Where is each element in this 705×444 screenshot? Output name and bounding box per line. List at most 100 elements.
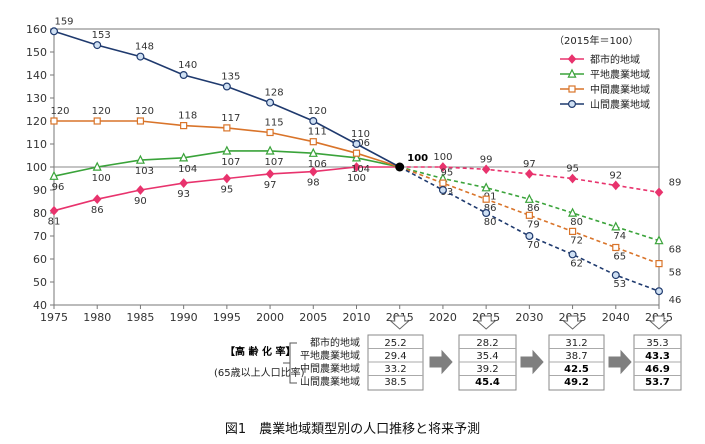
- data-label: 65: [613, 252, 626, 263]
- aging-value: 38.7: [565, 351, 587, 362]
- data-label: 99: [480, 154, 493, 165]
- right-arrow-icon: [608, 349, 632, 375]
- data-label: 100: [347, 173, 366, 184]
- data-point: [309, 116, 318, 125]
- data-point: [93, 41, 102, 50]
- data-point: [654, 287, 663, 296]
- down-arrow-icon: [648, 315, 670, 330]
- data-label: 92: [609, 170, 622, 181]
- series-0: 81 86 90 93 95 97 98 100 100 99 97 95 92 89: [48, 152, 682, 228]
- data-point: [50, 117, 58, 125]
- aging-subtitle: (65歳以上人口比率): [214, 366, 305, 379]
- data-label: 74: [613, 231, 626, 242]
- data-point: [482, 209, 491, 218]
- y-tick-label: 100: [26, 161, 47, 174]
- right-arrow-icon: [520, 349, 544, 375]
- data-point: [309, 166, 318, 177]
- data-point: [179, 178, 188, 188]
- x-tick-label: 2030: [515, 311, 543, 324]
- data-point: [135, 154, 145, 164]
- data-point: [439, 179, 447, 187]
- data-label: 90: [134, 196, 147, 207]
- data-label: 46: [669, 295, 682, 306]
- down-arrow-icon: [389, 315, 411, 330]
- data-label: 86: [484, 203, 497, 214]
- data-label: 62: [570, 258, 583, 269]
- data-label: 80: [570, 217, 583, 228]
- data-point: [655, 260, 663, 268]
- y-tick-label: 110: [26, 138, 47, 151]
- data-point: [524, 193, 534, 203]
- data-label: 53: [613, 279, 626, 290]
- aging-row-label: 都市的地域: [310, 336, 360, 349]
- data-label: 97: [264, 180, 277, 191]
- right-arrow-icon: [429, 349, 453, 375]
- data-label: 100: [92, 173, 111, 184]
- x-tick-label: 2005: [299, 311, 327, 324]
- legend-label: 都市的地域: [590, 53, 640, 66]
- data-label: 68: [669, 245, 682, 256]
- data-point: [308, 147, 318, 157]
- aging-value: 39.2: [476, 364, 498, 375]
- aging-value: 42.5: [564, 364, 589, 375]
- aging-table: 【高 齢 化 率】 (65歳以上人口比率) 都市的地域平地農業地域中間農業地域山間農…: [214, 315, 682, 391]
- data-label: 93: [441, 187, 454, 198]
- data-point: [568, 227, 577, 235]
- data-label: 93: [177, 189, 190, 200]
- data-point: [266, 98, 275, 107]
- legend-label: 平地農業地域: [590, 68, 650, 81]
- data-label: 95: [220, 185, 233, 196]
- y-tick-label: 90: [33, 184, 47, 197]
- aging-value: 33.2: [384, 364, 406, 375]
- data-point: [482, 195, 490, 203]
- data-point: [179, 70, 188, 79]
- aging-row-label: 平地農業地域: [300, 349, 360, 362]
- data-label: 148: [135, 42, 154, 53]
- data-point: [266, 128, 274, 137]
- data-point: [654, 235, 664, 245]
- data-point: [438, 162, 448, 172]
- data-label: 120: [92, 106, 111, 117]
- data-point: [352, 162, 361, 172]
- aging-value: 35.4: [476, 351, 498, 362]
- aging-row-label: 山間農業地域: [300, 375, 360, 388]
- data-point: [49, 170, 59, 180]
- data-label: 89: [669, 177, 682, 188]
- aging-value: 46.9: [645, 364, 670, 375]
- base-point: [395, 162, 405, 172]
- data-label: 58: [669, 268, 682, 279]
- data-label: 140: [178, 60, 197, 71]
- x-tick-label: 1990: [170, 311, 198, 324]
- y-tick-label: 150: [26, 46, 47, 59]
- data-label: 86: [91, 205, 104, 216]
- aging-value: 49.2: [564, 377, 589, 388]
- aging-value: 28.2: [476, 338, 498, 349]
- data-label: 115: [265, 118, 284, 129]
- down-arrow-icon: [475, 315, 497, 330]
- data-label: 70: [527, 240, 540, 251]
- y-tick-label: 70: [33, 230, 47, 243]
- x-tick-label: 1995: [213, 311, 241, 324]
- data-point: [222, 82, 231, 91]
- data-point: [136, 52, 145, 61]
- legend-label: 中間農業地域: [590, 83, 650, 96]
- legend-swatch-marker: [567, 54, 577, 64]
- figure-caption: 図1 農業地域類型別の人口推移と将来予測: [224, 422, 481, 437]
- data-point: [611, 271, 620, 280]
- x-tick-label: 1975: [40, 311, 68, 324]
- data-point: [265, 145, 275, 155]
- data-label: 107: [221, 157, 240, 168]
- data-point: [265, 169, 275, 179]
- x-tick-label: 1980: [83, 311, 111, 324]
- base-point-label: 100: [407, 153, 428, 164]
- data-label: 120: [50, 106, 69, 117]
- x-tick-label: 2010: [343, 311, 371, 324]
- y-tick-label: 80: [33, 207, 47, 220]
- data-label: 98: [307, 178, 320, 189]
- data-point: [612, 243, 620, 252]
- data-point: [49, 205, 59, 216]
- aging-value: 43.3: [645, 351, 670, 362]
- y-tick-label: 50: [33, 276, 47, 289]
- data-label: 103: [135, 166, 154, 177]
- data-point: [611, 221, 621, 231]
